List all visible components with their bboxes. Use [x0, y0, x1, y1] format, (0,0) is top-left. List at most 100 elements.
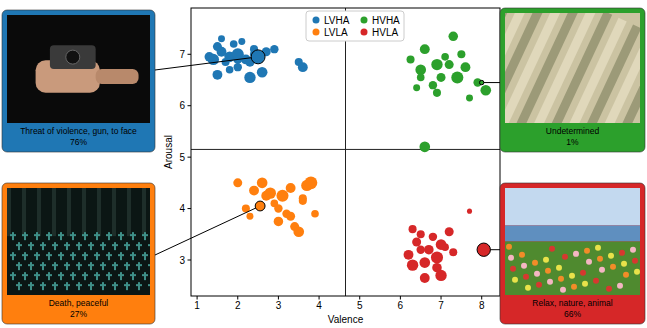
cross: [22, 274, 28, 276]
flower: [562, 254, 568, 260]
cross: [16, 264, 22, 266]
cross: [130, 254, 136, 256]
grass: [505, 242, 640, 296]
point: [238, 38, 245, 45]
point: [218, 35, 225, 42]
cross: [136, 244, 142, 246]
point: [212, 70, 222, 80]
panel-score: 76%: [70, 137, 87, 147]
point: [274, 204, 282, 212]
y-tick: [188, 157, 192, 158]
cross: [112, 264, 118, 266]
plot-area: [191, 8, 500, 296]
flower: [582, 281, 588, 287]
cross: [34, 254, 40, 256]
cross: [70, 234, 76, 236]
sky: [505, 188, 640, 225]
cross: [70, 254, 76, 256]
point: [461, 62, 471, 72]
flower: [619, 250, 625, 256]
cross: [142, 254, 148, 256]
y-tick: [188, 54, 192, 55]
cross: [40, 244, 46, 246]
panel-score: 66%: [564, 309, 581, 319]
cross: [94, 274, 100, 276]
point: [407, 55, 415, 63]
cross: [124, 284, 130, 286]
cross: [58, 234, 64, 236]
flower: [608, 253, 614, 259]
banknote: [628, 52, 640, 123]
point: [419, 257, 430, 268]
cross: [46, 254, 52, 256]
x-tick-label: 2: [235, 300, 241, 311]
cross: [76, 284, 82, 286]
x-tick: [197, 296, 198, 300]
flower: [571, 284, 577, 290]
cross: [16, 284, 22, 286]
point: [298, 62, 308, 72]
gun: [50, 45, 96, 69]
point: [420, 44, 430, 54]
y-tick: [188, 260, 192, 261]
x-tick: [441, 296, 442, 300]
cross: [34, 234, 40, 236]
flower: [569, 273, 575, 279]
y-tick-label: 5: [179, 152, 185, 163]
cross: [106, 254, 112, 256]
point: [457, 50, 465, 58]
tree: [67, 188, 71, 236]
cross: [82, 254, 88, 256]
point: [205, 52, 215, 62]
y-tick: [188, 105, 192, 106]
point: [413, 84, 420, 91]
cross: [52, 284, 58, 286]
legend-label: HVLA: [372, 27, 398, 38]
cross: [40, 264, 46, 266]
flower: [536, 282, 542, 288]
cross: [112, 244, 118, 246]
y-tick: [188, 208, 192, 209]
flower: [547, 279, 553, 285]
cross: [100, 284, 106, 286]
flower: [521, 263, 527, 269]
tree: [97, 188, 101, 236]
plot-frame: [191, 8, 500, 296]
cross: [22, 234, 28, 236]
flower: [510, 266, 516, 272]
tree: [127, 188, 131, 236]
tree: [22, 188, 26, 236]
flower: [534, 271, 540, 277]
cross: [94, 234, 100, 236]
cross: [88, 264, 94, 266]
cross: [106, 274, 112, 276]
point: [429, 81, 437, 89]
cross: [58, 274, 64, 276]
point: [261, 191, 271, 201]
point: [445, 227, 454, 236]
legend-label: LVLA: [324, 27, 348, 38]
image: [505, 13, 640, 123]
cross: [52, 264, 58, 266]
annotated-points: [251, 50, 490, 257]
cross: [148, 244, 150, 246]
cross: [94, 254, 100, 256]
point: [311, 210, 319, 218]
point: [437, 73, 446, 82]
point: [274, 217, 284, 227]
point: [449, 248, 457, 256]
legend: LVHALVLAHVHAHVLA: [306, 11, 404, 41]
cross: [34, 274, 40, 276]
cross: [88, 284, 94, 286]
flower: [543, 257, 549, 263]
cross: [148, 264, 150, 266]
cross: [10, 234, 16, 236]
cross: [22, 254, 28, 256]
points: [205, 32, 492, 283]
point: [431, 59, 442, 70]
point: [244, 72, 255, 83]
cross: [76, 244, 82, 246]
point: [276, 190, 288, 202]
cross: [82, 274, 88, 276]
legend-marker: [313, 29, 320, 36]
